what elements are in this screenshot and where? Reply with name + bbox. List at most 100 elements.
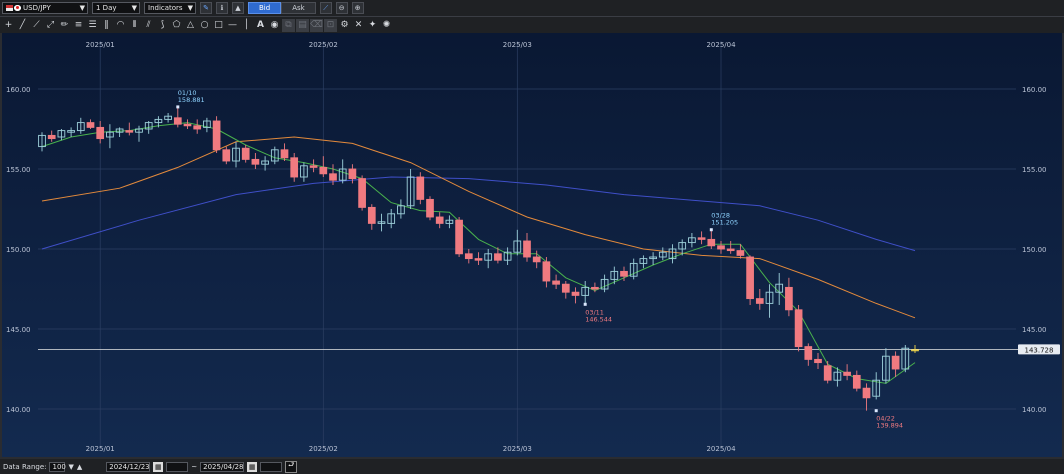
candle-body: [397, 205, 405, 215]
extended-line-icon[interactable]: ⤢: [46, 20, 55, 30]
text-tool-icon[interactable]: A: [257, 20, 264, 30]
symbol-select[interactable]: USD/JPY ▼: [2, 2, 88, 14]
pentagon-icon[interactable]: ⬠: [172, 20, 181, 30]
x-tick-label-top: 2025/01: [86, 41, 115, 49]
candle-body: [484, 253, 493, 261]
candle-body: [901, 347, 910, 370]
ma-long-line: [41, 176, 916, 252]
fibonacci-icon[interactable]: ‖: [104, 20, 109, 30]
extreme-marker: [583, 302, 587, 306]
candle-body: [697, 237, 706, 240]
chevron-down-icon: ▼: [131, 4, 137, 12]
candle-body: [426, 198, 434, 218]
wrench-icon[interactable]: ✦: [368, 20, 377, 30]
mountain-chart-icon: ▲: [235, 4, 241, 12]
marker-icon[interactable]: ◉: [270, 20, 279, 30]
y-tick-label-left: 160.00: [6, 86, 31, 94]
erase-icon[interactable]: ⌫: [310, 18, 323, 32]
calendar-icon[interactable]: ▦: [247, 461, 258, 472]
candle-body: [833, 371, 842, 381]
crosshair-icon[interactable]: +: [4, 20, 13, 30]
candle-body: [649, 256, 657, 260]
fan-icon[interactable]: ⫽: [146, 20, 151, 30]
pen-icon: ✎: [203, 4, 209, 12]
symbol-label: USD/JPY: [23, 4, 51, 12]
paste-icon[interactable]: ▤: [296, 18, 309, 32]
y-tick-label-right: 145.00: [1022, 326, 1047, 334]
zoom-in-button[interactable]: ⊕: [351, 2, 364, 14]
candle-body: [629, 262, 638, 277]
chart-style-button[interactable]: ▲: [232, 2, 244, 14]
gear-icon[interactable]: ✺: [382, 20, 391, 30]
candle-body: [882, 355, 890, 381]
start-time-input[interactable]: [166, 461, 189, 472]
circle-icon[interactable]: ○: [200, 20, 209, 30]
bid-toggle[interactable]: Bid: [248, 2, 282, 14]
horizontal-line-icon[interactable]: —: [228, 20, 237, 30]
extreme-marker: [176, 105, 180, 109]
x-tick-label-bottom: 2025/03: [503, 445, 532, 453]
footer-bar: Data Range: 100 ▼ ▲ 2024/12/23 ▦ ~ 2025/…: [0, 459, 1064, 474]
start-date-input[interactable]: 2024/12/23: [106, 461, 151, 472]
candle-body: [513, 240, 522, 253]
candle-body: [135, 128, 143, 133]
y-tick-label-right: 155.00: [1022, 166, 1047, 174]
vertical-line-icon[interactable]: │: [243, 20, 250, 30]
annotation-date: 01/10: [178, 89, 197, 97]
info-button[interactable]: ℹ: [216, 2, 228, 14]
candle-body: [193, 125, 202, 130]
zoom-out-button[interactable]: ⊖: [335, 2, 348, 14]
ask-toggle[interactable]: Ask: [281, 2, 316, 14]
pencil-icon[interactable]: ✏: [60, 20, 69, 30]
trend-button[interactable]: ⟋: [319, 2, 332, 14]
horizontal-lines-icon[interactable]: ≡: [74, 20, 83, 30]
zoom-in-icon: ⊕: [354, 4, 361, 12]
price-chart[interactable]: 140.00 140.00 145.00 145.00 150.00 150.00 155.…: [2, 33, 1062, 457]
brush-icon[interactable]: ⟆: [160, 20, 165, 30]
range-up-icon[interactable]: ▲: [76, 462, 83, 471]
delete-drawing-icon[interactable]: ✕: [354, 20, 363, 30]
candle-body: [872, 379, 881, 397]
y-tick-label-right: 150.00: [1022, 246, 1047, 254]
end-time-input[interactable]: [260, 461, 283, 472]
arc-icon[interactable]: ◠: [116, 20, 125, 30]
candle-body: [38, 134, 46, 148]
end-date-input[interactable]: 2025/04/28: [200, 461, 245, 472]
candle-body: [610, 270, 619, 280]
line-tool-icon[interactable]: ╱: [19, 20, 26, 30]
candle-body: [688, 237, 696, 244]
triangle-icon[interactable]: △: [187, 20, 194, 30]
candle-body: [183, 123, 192, 127]
candle-body: [571, 291, 580, 296]
channel-icon[interactable]: ☰: [88, 20, 97, 30]
candle-body: [755, 298, 764, 304]
bars-icon[interactable]: ⦀: [132, 20, 137, 30]
x-tick-label-top: 2025/03: [503, 41, 532, 49]
drawing-pen-button[interactable]: ✎: [200, 2, 212, 14]
copy-icon[interactable]: ⧉: [282, 18, 295, 32]
settings-tool-icon[interactable]: ⚙: [340, 20, 349, 30]
date-separator: ~: [191, 462, 198, 471]
rectangle-icon[interactable]: □: [214, 20, 223, 30]
candle-body: [416, 176, 425, 200]
x-tick-label-bottom: 2025/02: [309, 445, 338, 453]
trend-line-icon: ⟋: [323, 3, 329, 12]
candle-body: [232, 147, 240, 162]
candle-body: [532, 256, 541, 263]
candle-body: [668, 248, 677, 260]
calendar-icon[interactable]: ▦: [153, 461, 164, 472]
lock-icon[interactable]: ⊡: [324, 18, 337, 32]
apply-range-icon[interactable]: ⮐: [285, 460, 298, 473]
candle-body: [785, 286, 793, 311]
candle-body: [726, 248, 735, 252]
candle-body: [241, 147, 250, 160]
japan-flag-icon: [14, 5, 21, 11]
range-down-icon[interactable]: ▼: [68, 462, 74, 471]
ray-tool-icon[interactable]: ⟋: [33, 20, 40, 30]
interval-select[interactable]: 1 Day ▼: [92, 2, 140, 14]
candle-body: [212, 120, 221, 151]
candle-body: [144, 122, 153, 130]
indicators-select[interactable]: Indicators ▼: [144, 2, 196, 14]
candle-body: [319, 166, 328, 175]
data-range-input[interactable]: 100: [49, 461, 66, 472]
